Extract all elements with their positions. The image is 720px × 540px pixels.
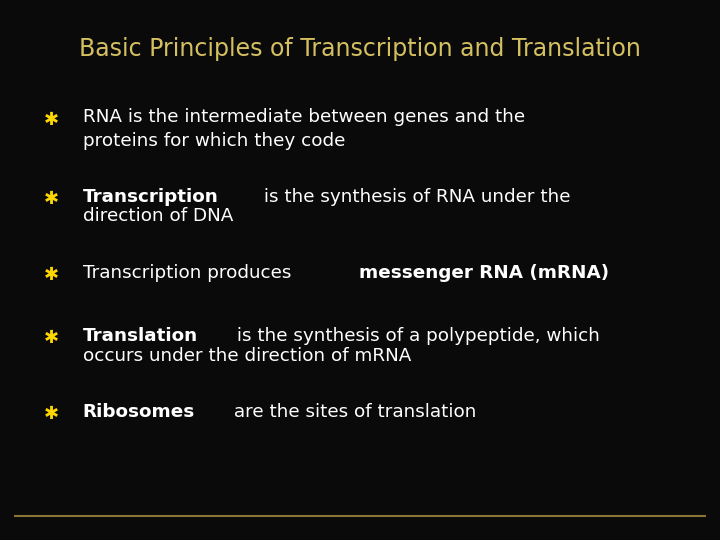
Text: are the sites of translation: are the sites of translation: [228, 403, 476, 421]
Text: Ribosomes: Ribosomes: [83, 403, 195, 421]
Text: ✱: ✱: [44, 111, 60, 129]
Text: Basic Principles of Transcription and Translation: Basic Principles of Transcription and Tr…: [79, 37, 641, 60]
Text: is the synthesis of a polypeptide, which: is the synthesis of a polypeptide, which: [231, 327, 600, 345]
Text: direction of DNA: direction of DNA: [83, 207, 233, 225]
Text: ✱: ✱: [44, 190, 60, 208]
Text: Translation: Translation: [83, 327, 198, 345]
Text: ✱: ✱: [44, 266, 60, 284]
Text: ✱: ✱: [44, 405, 60, 423]
Text: messenger RNA (mRNA): messenger RNA (mRNA): [359, 264, 609, 281]
Text: occurs under the direction of mRNA: occurs under the direction of mRNA: [83, 347, 411, 364]
Text: Transcription: Transcription: [83, 188, 219, 206]
Text: RNA is the intermediate between genes and the
proteins for which they code: RNA is the intermediate between genes an…: [83, 108, 525, 150]
Text: is the synthesis of RNA under the: is the synthesis of RNA under the: [258, 188, 570, 206]
Text: Transcription produces: Transcription produces: [83, 264, 297, 281]
Text: ✱: ✱: [44, 329, 60, 347]
